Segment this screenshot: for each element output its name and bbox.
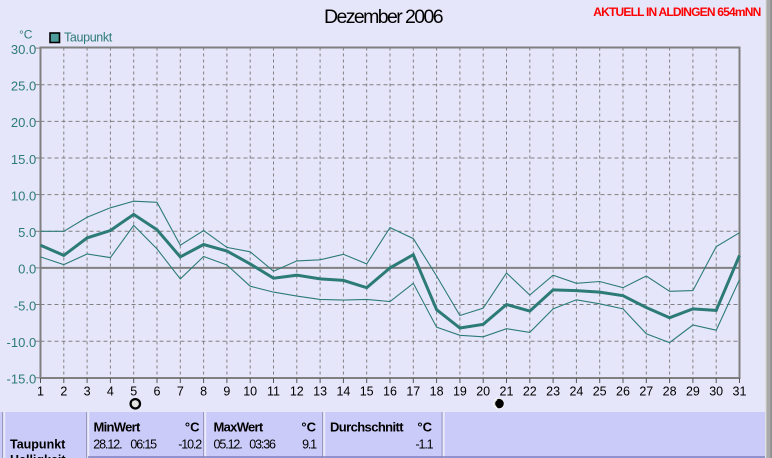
svg-text:03:36: 03:36 — [249, 438, 276, 452]
svg-text:21: 21 — [500, 385, 514, 399]
svg-text:MaxWert: MaxWert — [214, 420, 264, 435]
svg-text:25: 25 — [593, 385, 607, 399]
svg-text:8: 8 — [200, 385, 207, 399]
svg-text:20: 20 — [476, 385, 490, 399]
svg-text:7: 7 — [177, 385, 184, 399]
svg-text:29: 29 — [686, 385, 700, 399]
svg-text:0.0: 0.0 — [18, 262, 36, 277]
svg-text:2: 2 — [60, 385, 67, 399]
svg-text:05.12.: 05.12. — [214, 438, 243, 452]
svg-text:10.0: 10.0 — [11, 188, 36, 203]
svg-text:Taupunkt: Taupunkt — [10, 438, 66, 452]
svg-text:13: 13 — [313, 385, 327, 399]
svg-text:12: 12 — [290, 385, 304, 399]
svg-text:4: 4 — [107, 385, 114, 399]
svg-text:31: 31 — [733, 385, 747, 399]
svg-text:23: 23 — [546, 385, 560, 399]
svg-text:Durchschnitt: Durchschnitt — [330, 420, 404, 435]
svg-text:9: 9 — [223, 385, 230, 399]
svg-text:MinWert: MinWert — [94, 420, 142, 435]
svg-text:15.0: 15.0 — [11, 152, 36, 167]
svg-text:3: 3 — [84, 385, 91, 399]
svg-text:-15.0: -15.0 — [7, 372, 37, 387]
svg-text:°C: °C — [301, 420, 316, 435]
svg-text:10: 10 — [243, 385, 257, 399]
svg-text:°C: °C — [417, 420, 432, 435]
svg-text:5: 5 — [130, 385, 137, 399]
svg-text:AKTUELL IN ALDINGEN 654mNN: AKTUELL IN ALDINGEN 654mNN — [593, 5, 760, 19]
svg-text:°C: °C — [19, 28, 33, 42]
svg-text:27: 27 — [639, 385, 653, 399]
svg-text:14: 14 — [336, 385, 350, 399]
svg-text:15: 15 — [360, 385, 374, 399]
svg-text:20.0: 20.0 — [11, 115, 36, 130]
svg-text:°C: °C — [185, 420, 200, 435]
svg-text:-10.0: -10.0 — [7, 335, 37, 350]
svg-text:16: 16 — [383, 385, 397, 399]
svg-text:28: 28 — [663, 385, 677, 399]
svg-text:19: 19 — [453, 385, 467, 399]
svg-text:1: 1 — [37, 385, 44, 399]
svg-text:11: 11 — [267, 385, 280, 399]
svg-text:24: 24 — [569, 385, 583, 399]
svg-text:Taupunkt: Taupunkt — [64, 31, 113, 45]
svg-text:9.1: 9.1 — [302, 438, 317, 452]
svg-text:30: 30 — [709, 385, 723, 399]
svg-text:06:15: 06:15 — [130, 438, 157, 452]
svg-text:-10.2: -10.2 — [178, 438, 202, 452]
svg-text:28.12.: 28.12. — [93, 438, 122, 452]
svg-text:Helligkeit: Helligkeit — [10, 453, 66, 458]
svg-text:17: 17 — [406, 385, 420, 399]
svg-text:22: 22 — [523, 385, 537, 399]
svg-text:30.0: 30.0 — [11, 42, 36, 57]
svg-text:-1.1: -1.1 — [416, 438, 434, 452]
svg-text:6: 6 — [154, 385, 161, 399]
svg-text:5.0: 5.0 — [18, 225, 36, 240]
svg-text:-5.0: -5.0 — [14, 298, 36, 313]
svg-text:25.0: 25.0 — [11, 79, 36, 94]
svg-text:18: 18 — [430, 385, 444, 399]
svg-text:Dezember 2006: Dezember 2006 — [324, 6, 443, 28]
svg-text:26: 26 — [616, 385, 630, 399]
